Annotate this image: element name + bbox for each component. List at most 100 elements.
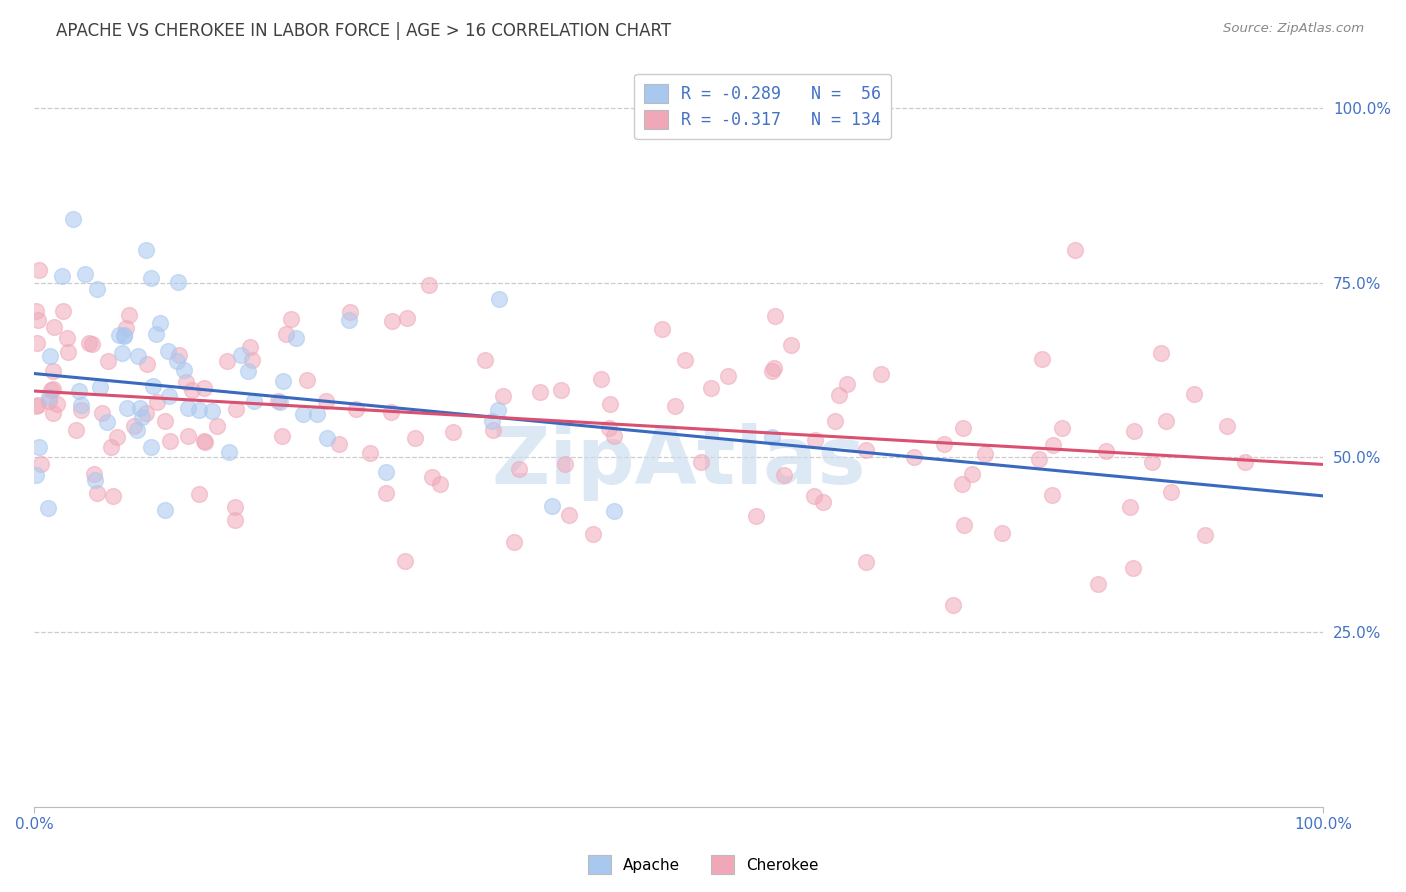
Point xyxy=(231,348,253,362)
Point xyxy=(763,309,786,323)
Point xyxy=(603,504,626,518)
Point xyxy=(180,383,202,397)
Point xyxy=(24,304,46,318)
Point xyxy=(83,467,105,481)
Point xyxy=(502,534,524,549)
Point xyxy=(127,424,149,438)
Point xyxy=(131,409,153,424)
Point xyxy=(284,330,307,344)
Point xyxy=(139,440,162,454)
Point xyxy=(990,526,1012,541)
Point xyxy=(1087,577,1109,591)
Point xyxy=(166,275,188,289)
Point xyxy=(1119,500,1142,514)
Point xyxy=(146,394,169,409)
Point xyxy=(420,470,443,484)
Point xyxy=(224,500,246,515)
Text: Source: ZipAtlas.com: Source: ZipAtlas.com xyxy=(1223,22,1364,36)
Point xyxy=(174,375,197,389)
Point xyxy=(56,331,79,345)
Point xyxy=(28,262,51,277)
Point xyxy=(149,316,172,330)
Point xyxy=(153,503,176,517)
Point xyxy=(135,407,157,421)
Point xyxy=(155,414,177,428)
Point xyxy=(1050,421,1073,435)
Point xyxy=(239,340,262,354)
Point xyxy=(37,501,59,516)
Point xyxy=(80,337,103,351)
Point xyxy=(105,430,128,444)
Point xyxy=(69,398,91,412)
Point xyxy=(129,401,152,415)
Point xyxy=(38,393,60,408)
Point xyxy=(207,418,229,433)
Point xyxy=(664,399,686,413)
Point xyxy=(404,431,426,445)
Point xyxy=(42,319,65,334)
Point xyxy=(101,489,124,503)
Point xyxy=(1140,455,1163,469)
Point xyxy=(952,421,974,435)
Point xyxy=(673,352,696,367)
Point xyxy=(194,434,217,449)
Point xyxy=(122,419,145,434)
Point xyxy=(855,555,877,569)
Point xyxy=(381,314,404,328)
Point xyxy=(62,212,84,227)
Point xyxy=(1042,438,1064,452)
Point xyxy=(86,282,108,296)
Point xyxy=(225,401,247,416)
Point xyxy=(745,508,768,523)
Point xyxy=(187,487,209,501)
Point xyxy=(42,364,65,378)
Point xyxy=(481,414,503,428)
Point xyxy=(39,384,62,398)
Point xyxy=(962,467,984,481)
Point xyxy=(115,401,138,416)
Point xyxy=(127,349,149,363)
Point xyxy=(177,401,200,415)
Point xyxy=(835,377,858,392)
Point xyxy=(1064,244,1087,258)
Point xyxy=(316,431,339,445)
Point xyxy=(270,429,292,443)
Point xyxy=(24,467,46,482)
Point xyxy=(136,357,159,371)
Point xyxy=(1040,488,1063,502)
Point xyxy=(42,383,65,397)
Point xyxy=(52,303,75,318)
Point xyxy=(224,513,246,527)
Point xyxy=(96,415,118,429)
Point xyxy=(193,434,215,448)
Point xyxy=(42,406,65,420)
Point xyxy=(529,385,551,400)
Point xyxy=(541,499,564,513)
Point xyxy=(27,398,49,412)
Point xyxy=(418,278,440,293)
Legend: Apache, Cherokee: Apache, Cherokee xyxy=(582,849,824,880)
Point xyxy=(942,598,965,612)
Text: APACHE VS CHEROKEE IN LABOR FORCE | AGE > 16 CORRELATION CHART: APACHE VS CHEROKEE IN LABOR FORCE | AGE … xyxy=(56,22,672,40)
Point xyxy=(1031,351,1053,366)
Point xyxy=(243,394,266,409)
Point xyxy=(1095,443,1118,458)
Point xyxy=(24,400,46,414)
Point xyxy=(339,304,361,318)
Point xyxy=(67,384,90,399)
Point xyxy=(307,407,329,421)
Point xyxy=(177,429,200,443)
Point xyxy=(855,443,877,458)
Point xyxy=(1194,527,1216,541)
Point xyxy=(375,465,398,479)
Point xyxy=(1122,424,1144,438)
Point xyxy=(761,429,783,443)
Point xyxy=(488,292,510,306)
Point xyxy=(1154,413,1177,427)
Point xyxy=(115,321,138,335)
Point xyxy=(474,352,496,367)
Point xyxy=(269,395,291,409)
Point xyxy=(215,353,238,368)
Point xyxy=(91,406,114,420)
Point xyxy=(142,378,165,392)
